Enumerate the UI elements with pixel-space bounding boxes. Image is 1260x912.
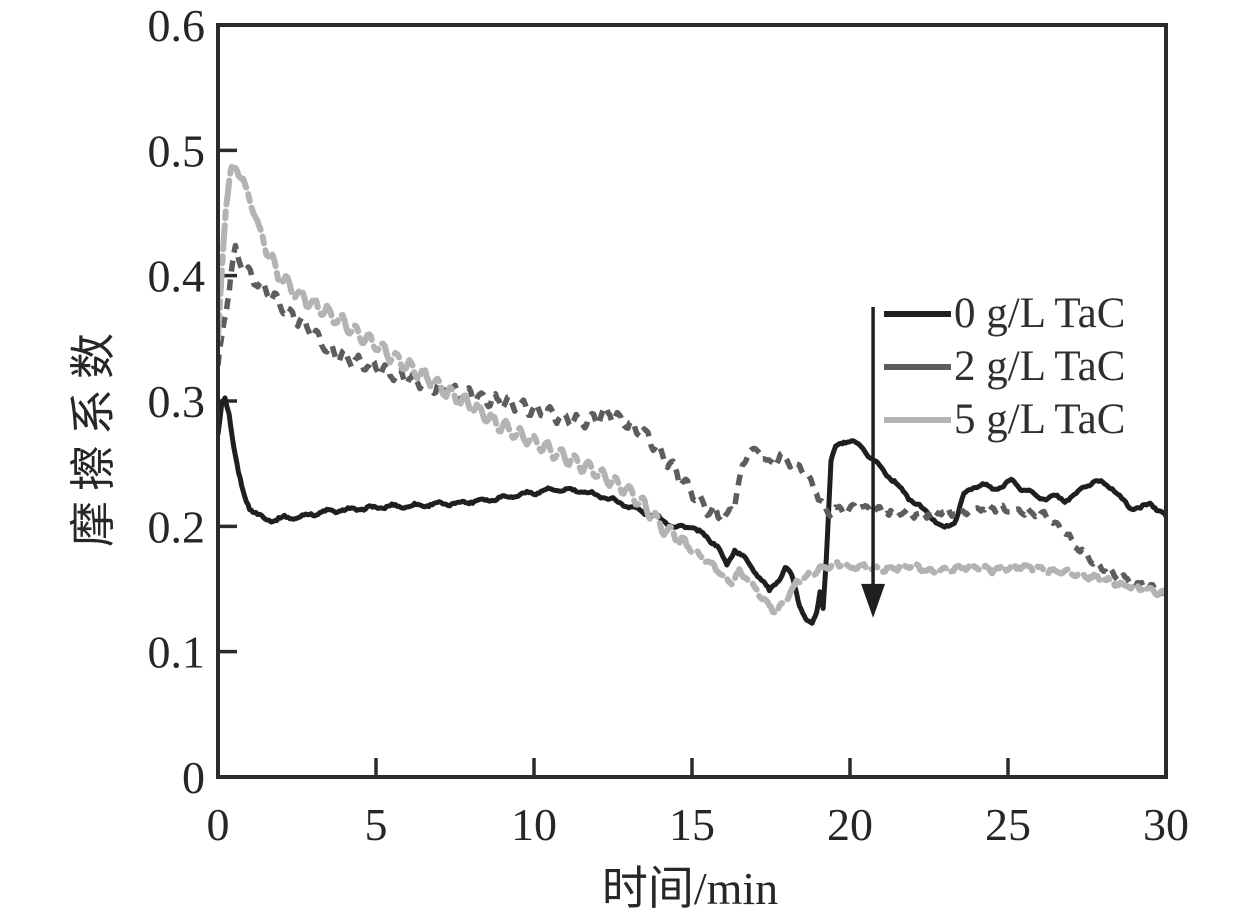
y-axis-title: 摩擦系数 [68, 323, 119, 547]
x-tick-label: 5 [365, 799, 388, 850]
chart-legend: 0 g/L TaC 2 g/L TaC 5 g/L TaC [884, 287, 1125, 446]
legend-item-0gl: 0 g/L TaC [884, 287, 1125, 340]
x-tick-label: 30 [1143, 799, 1189, 850]
x-tick-label: 20 [827, 799, 873, 850]
y-tick-label: 0.3 [148, 376, 206, 427]
legend-line-swatch-darkgray [884, 363, 951, 370]
legend-label: 2 g/L TaC [954, 343, 1126, 390]
x-tick-label: 10 [511, 799, 557, 850]
legend-item-2gl: 2 g/L TaC [884, 340, 1125, 393]
series-line-5-g-l-tac [219, 161, 1165, 617]
legend-item-5gl: 5 g/L TaC [884, 393, 1125, 446]
legend-line-swatch-lightgray [884, 416, 951, 423]
x-tick-label: 25 [985, 799, 1031, 850]
legend-label: 0 g/L TaC [954, 290, 1126, 337]
y-tick-label: 0.4 [148, 251, 206, 302]
series-line-2-g-l-tac [219, 242, 1165, 597]
x-axis-title-text: 时间/min [601, 863, 779, 912]
y-tick-label: 0.6 [148, 0, 206, 51]
annotation-arrow-head [861, 583, 886, 618]
legend-line-swatch-black [884, 310, 951, 317]
y-tick-label: 0.5 [148, 125, 206, 176]
y-tick-label: 0.1 [148, 627, 206, 678]
y-tick-label: 0 [182, 752, 205, 803]
x-tick-label: 15 [669, 799, 715, 850]
y-tick-label: 0.2 [148, 501, 206, 552]
x-tick-label: 0 [207, 799, 230, 850]
plot-border [216, 23, 1168, 779]
series-line-0-g-l-tac [219, 395, 1165, 626]
legend-label: 5 g/L TaC [954, 396, 1126, 443]
x-axis-title: 时间/min [0, 852, 1260, 912]
